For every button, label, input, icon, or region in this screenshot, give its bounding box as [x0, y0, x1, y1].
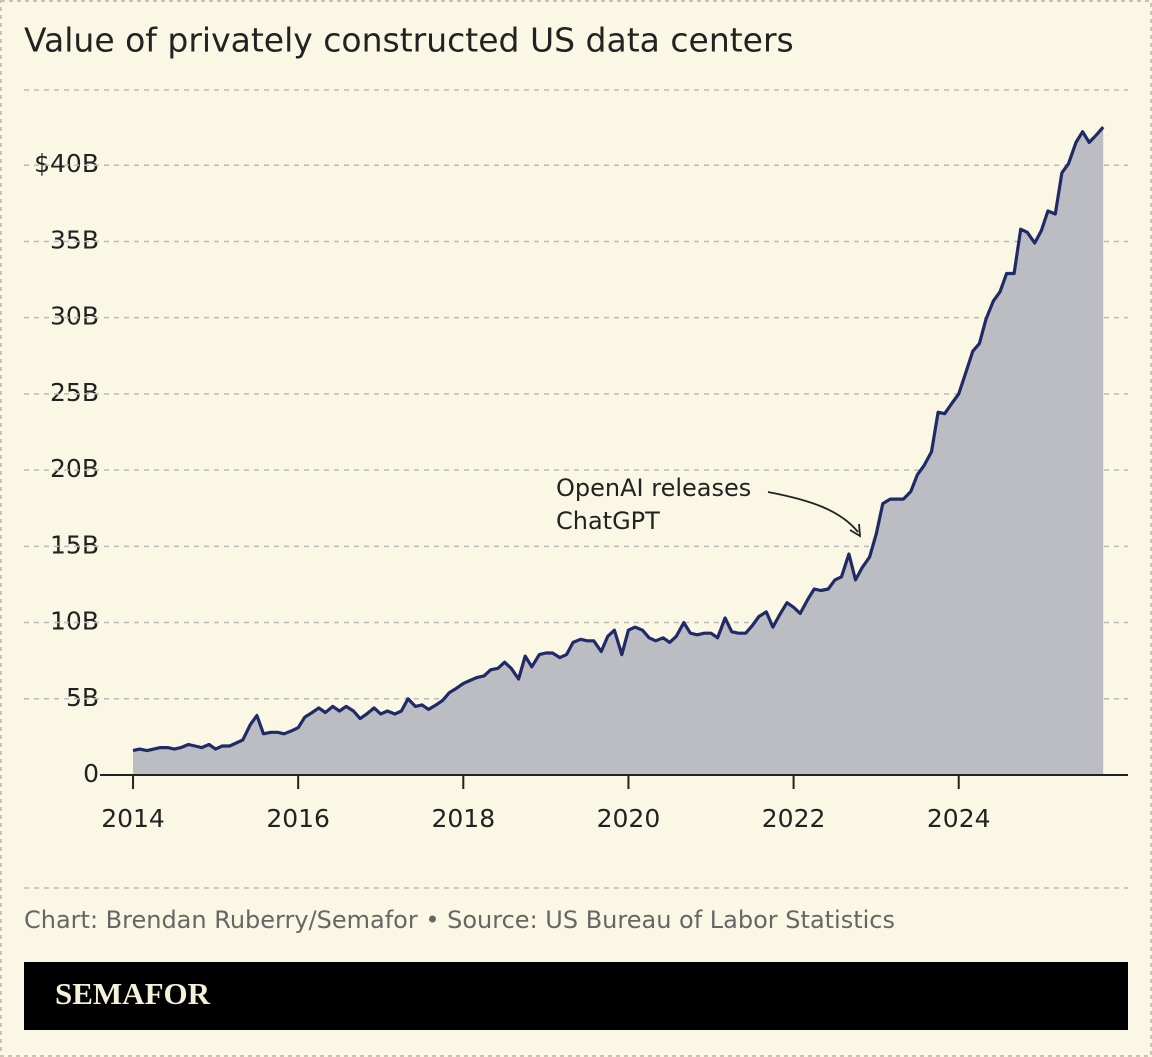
- y-tick-label: 15B: [50, 530, 99, 559]
- line: [132, 126, 1105, 753]
- brand-bar: [24, 962, 1128, 1030]
- x-tick-label: 2018: [431, 804, 495, 833]
- y-tick-label: 5B: [66, 683, 99, 712]
- y-tick-label: 30B: [50, 302, 99, 331]
- y-tick-label: 20B: [50, 454, 99, 483]
- plot: 0 5B 10B 15B 20B 25B 30B 35B $40B 2014 2016 2018 202…: [24, 126, 1128, 833]
- annotation: ChatGPT: [556, 507, 660, 535]
- y-tick-label: 25B: [50, 378, 99, 407]
- annotation: OpenAI releases: [556, 474, 751, 502]
- x-tick-label: 2014: [101, 804, 165, 833]
- y-tick-label: 0: [83, 759, 99, 788]
- annotation-arrow: [767, 491, 859, 533]
- arrow-head: [849, 523, 862, 538]
- x-tick-label: 2020: [597, 804, 661, 833]
- y-tick-label: 35B: [50, 225, 99, 254]
- y-tick-label: 10B: [50, 607, 99, 636]
- x-tick-label: 2022: [762, 804, 826, 833]
- x-tick-label: 2024: [927, 804, 991, 833]
- y-tick-label: $40B: [34, 149, 99, 178]
- source: Chart: Brendan Ruberry/Semafor • Source:…: [24, 906, 895, 934]
- chart-title: Value of privately constructed US data c…: [24, 21, 794, 60]
- area: [133, 127, 1104, 776]
- brand: SEMAFOR: [55, 976, 211, 1011]
- x-tick-label: 2016: [266, 804, 330, 833]
